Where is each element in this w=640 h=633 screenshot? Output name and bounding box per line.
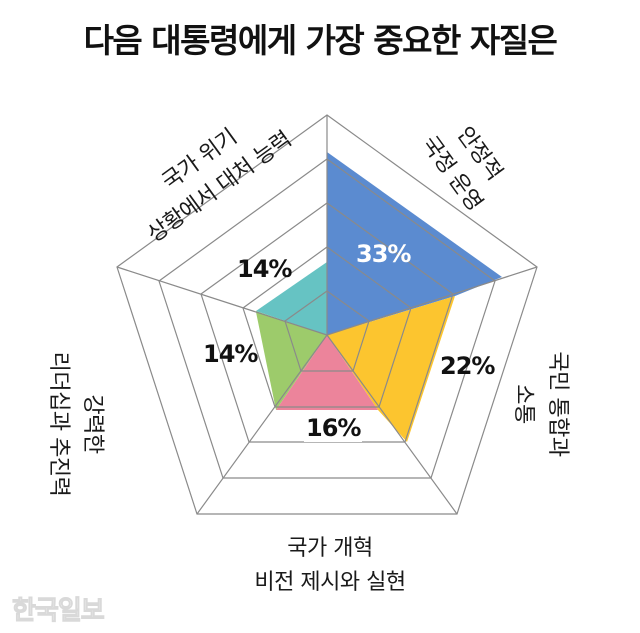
axis-label-unity: 국민 통합과 소통 bbox=[506, 319, 574, 489]
percent-crisis: 14% bbox=[237, 255, 292, 283]
sector-crisis bbox=[256, 262, 327, 335]
axis-label-line: 소통 bbox=[511, 384, 536, 424]
sector-leadership bbox=[256, 311, 327, 410]
axis-label-line: 비전 제시와 실현 bbox=[254, 570, 406, 595]
percent-leadership: 14% bbox=[203, 340, 258, 368]
publisher-logo: 한국일보 bbox=[12, 596, 106, 627]
axis-label-reform: 국가 개혁 비전 제시와 실현 bbox=[180, 532, 480, 600]
radar-grid bbox=[116, 114, 538, 515]
axis-label-leadership: 강력한 리더십과 추진력 bbox=[41, 334, 109, 514]
chart-title: 다음 대통령에게 가장 중요한 자질은 bbox=[83, 21, 558, 60]
percent-stability: 33% bbox=[356, 240, 411, 268]
sector-reform bbox=[276, 335, 378, 410]
axis-label-line: 국가 개혁 bbox=[287, 536, 373, 561]
axis-label-line: 리더십과 추진력 bbox=[46, 351, 71, 497]
percent-reform: 16% bbox=[304, 414, 363, 442]
axis-label-line: 강력한 bbox=[80, 394, 105, 454]
axis-label-line: 국민 통합과 bbox=[545, 351, 570, 457]
sector-stability bbox=[327, 152, 502, 335]
percent-unity: 22% bbox=[440, 352, 495, 380]
